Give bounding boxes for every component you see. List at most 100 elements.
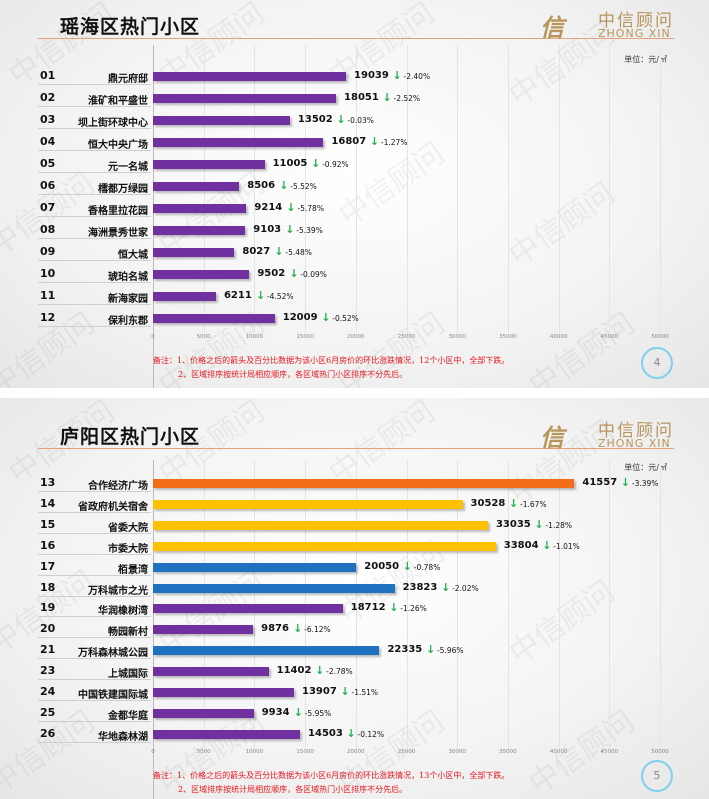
bar[interactable]: [153, 604, 343, 614]
bar[interactable]: [153, 562, 357, 572]
down-arrow-icon: ↓: [389, 601, 399, 615]
bar[interactable]: [153, 499, 463, 509]
bar-value-label: 16807: [331, 136, 367, 147]
bar-value-label: 19039: [354, 70, 389, 81]
bar[interactable]: [153, 625, 254, 635]
bar[interactable]: [153, 160, 265, 169]
bar[interactable]: [153, 520, 488, 530]
bar[interactable]: [153, 204, 247, 213]
gridline: [254, 460, 256, 748]
bar[interactable]: [153, 541, 496, 551]
bar[interactable]: [153, 667, 269, 677]
bar[interactable]: [153, 94, 337, 103]
row-underline: [38, 304, 151, 305]
row-rank: 04: [40, 135, 56, 148]
row-rank: 02: [40, 91, 56, 104]
bar[interactable]: [153, 583, 395, 593]
row-underline: [38, 260, 151, 261]
bar[interactable]: [153, 270, 250, 279]
row-name: 市委大院: [108, 543, 148, 555]
change-percent: -5.39%: [296, 226, 323, 235]
down-arrow-icon: ↓: [340, 685, 350, 698]
bar[interactable]: [153, 292, 216, 301]
down-arrow-icon: ↓: [369, 135, 380, 148]
row-underline: [38, 282, 151, 283]
row-rank: 05: [40, 157, 56, 170]
x-tick-label: 0: [151, 334, 155, 340]
gridline: [254, 45, 256, 333]
watermark: 中信顾问: [502, 176, 622, 274]
change-percent: -1.27%: [380, 138, 408, 147]
row-rank: 11: [40, 289, 56, 302]
row-underline: [38, 637, 151, 639]
bar[interactable]: [153, 138, 324, 147]
bar-value-label: 8506: [247, 180, 276, 191]
gridline: [660, 45, 661, 333]
change-percent: -0.09%: [300, 270, 327, 279]
bar[interactable]: [153, 646, 380, 656]
change-percent: -2.78%: [326, 667, 353, 677]
row-underline: [38, 216, 151, 217]
row-underline: [38, 700, 151, 701]
unit-label: 单位：元/㎡: [624, 55, 667, 64]
bar-value-label: 23823: [402, 581, 438, 593]
bar[interactable]: [153, 182, 240, 191]
gridline: [609, 45, 611, 333]
down-arrow-icon: ↓: [321, 311, 331, 324]
gridline: [457, 45, 459, 333]
change-percent: -0.12%: [357, 729, 385, 739]
down-arrow-icon: ↓: [542, 538, 552, 552]
row-name: 合作经济广场: [88, 481, 148, 492]
change-percent: -5.95%: [304, 708, 332, 718]
down-arrow-icon: ↓: [620, 476, 631, 489]
row-name: 保利东郡: [108, 316, 148, 327]
footnote-1: 备注：1、价格之后的箭头及百分比数据为该小区6月房价的环比涨跌情况，12个小区中…: [153, 356, 510, 365]
row-rank: 26: [40, 726, 56, 740]
gridline: [355, 460, 357, 748]
row-name: 樰都万绿园: [98, 184, 148, 195]
bar[interactable]: [153, 72, 347, 81]
down-arrow-icon: ↓: [425, 643, 436, 657]
row-rank: 01: [40, 69, 56, 82]
change-percent: -2.52%: [393, 94, 421, 103]
page-title: 瑶海区热门小区: [60, 16, 201, 38]
row-rank: 03: [40, 113, 56, 126]
row-rank: 10: [40, 267, 56, 280]
down-arrow-icon: ↓: [293, 705, 303, 719]
bar[interactable]: [153, 729, 301, 739]
bar-value-label: 9103: [253, 224, 282, 235]
down-arrow-icon: ↓: [311, 157, 321, 170]
down-arrow-icon: ↓: [346, 726, 356, 740]
row-rank: 08: [40, 223, 56, 236]
bar[interactable]: [153, 708, 254, 718]
row-underline: [38, 532, 151, 534]
change-percent: -2.40%: [403, 72, 431, 81]
bar-value-label: 9934: [261, 706, 290, 718]
down-arrow-icon: ↓: [336, 113, 346, 126]
x-tick-label: 30000: [448, 334, 466, 340]
bar[interactable]: [153, 226, 246, 235]
bar[interactable]: [153, 314, 275, 323]
bar[interactable]: [153, 688, 295, 697]
row-rank: 24: [40, 685, 56, 698]
row-name: 畅园新村: [108, 627, 148, 639]
x-tick-label: 15000: [296, 334, 314, 340]
gridline: [558, 460, 560, 748]
footnote-2: 2、区域排序按统计局相应顺序，各区域热门小区排序不分先后。: [178, 785, 408, 794]
bar[interactable]: [153, 479, 575, 488]
x-tick-label: 20000: [347, 334, 365, 340]
row-underline: [38, 679, 151, 681]
row-name: 琥珀名城: [108, 272, 148, 283]
logo-text-en: ZHONG XIN: [598, 437, 671, 450]
change-percent: -1.28%: [545, 520, 573, 530]
change-percent: -4.52%: [266, 292, 294, 301]
change-percent: -5.48%: [285, 248, 312, 257]
bar-value-label: 11402: [276, 665, 312, 677]
bar-value-label: 18051: [344, 92, 379, 103]
down-arrow-icon: ↓: [534, 517, 544, 531]
x-tick-label: 45000: [600, 334, 619, 340]
row-name: 万科森林城公园: [78, 648, 148, 660]
bar[interactable]: [153, 116, 290, 125]
bar[interactable]: [153, 248, 235, 257]
row-name: 栢景湾: [118, 564, 148, 576]
